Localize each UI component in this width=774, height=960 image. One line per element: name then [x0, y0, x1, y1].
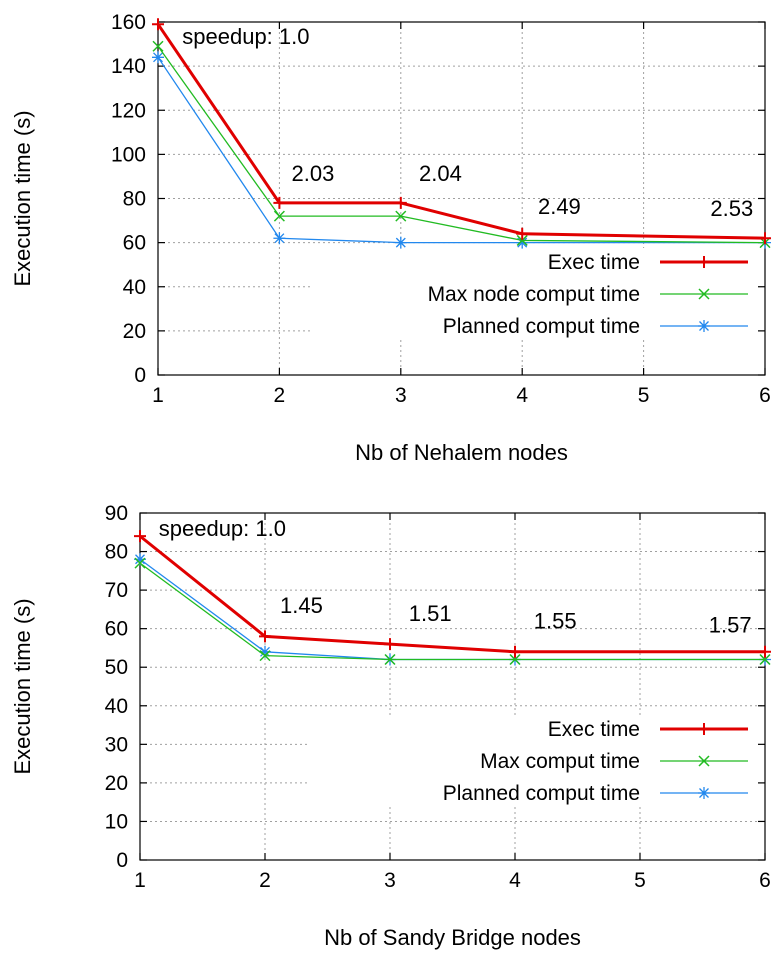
data-point-1	[384, 653, 396, 666]
data-point-1	[516, 234, 528, 246]
plot-frame	[139, 512, 766, 861]
y-tick-label: 20	[123, 320, 146, 343]
data-point-1	[509, 653, 521, 666]
speedup-annotation: speedup: 1.0	[159, 516, 286, 541]
y-tick-label: 70	[105, 579, 128, 602]
data-point-1	[759, 653, 771, 666]
legend-marker-1	[698, 755, 710, 767]
legend-marker-0	[698, 256, 710, 268]
nehalem-chart: 0 20 40 60 80 100 120 140 160 1 2 3 4 5 6 Nb of Nehalem…	[10, 11, 771, 465]
data-point-2	[394, 236, 407, 249]
data-point-2	[516, 236, 529, 249]
y-tick-label: 80	[123, 188, 146, 211]
data-point-0	[509, 645, 521, 658]
y-tick-label: 160	[111, 11, 146, 34]
legend-label-1: Max comput time	[480, 750, 640, 773]
y-tick-label: 60	[105, 618, 128, 641]
y-tick-label: 140	[111, 55, 146, 78]
x-tick-label: 3	[384, 869, 396, 892]
legend-marker-0	[698, 723, 710, 735]
y-tick-label: 100	[111, 143, 146, 166]
x-tick-label: 3	[395, 384, 407, 407]
legend-marker-2	[698, 320, 710, 332]
data-point-0	[134, 530, 146, 543]
data-point-0	[394, 196, 407, 209]
y-tick-label: 90	[105, 502, 128, 525]
x-axis-title: Nb of Sandy Bridge nodes	[324, 925, 581, 950]
x-tick-label: 4	[516, 384, 528, 407]
legend-label-0: Exec time	[548, 718, 640, 741]
x-tick-label: 5	[634, 869, 646, 892]
x-tick-label: 1	[134, 869, 146, 892]
data-point-0	[259, 630, 271, 643]
data-point-2	[259, 645, 271, 658]
y-tick-label: 10	[105, 810, 128, 833]
y-tick-label: 30	[105, 733, 128, 756]
series-line-0	[139, 534, 765, 654]
speedup-annotation: 2.03	[292, 161, 335, 186]
speedup-annotation: 1.45	[280, 593, 323, 618]
speedup-annotation: speedup: 1.0	[182, 24, 309, 49]
data-point-0	[273, 196, 286, 209]
data-point-2	[273, 232, 286, 245]
legend-marker-2	[698, 787, 710, 799]
legend-marker-1	[698, 288, 710, 300]
y-tick-label: 50	[105, 656, 128, 679]
legend-label-2: Planned comput time	[443, 782, 640, 805]
data-point-0	[759, 232, 771, 245]
data-point-0	[152, 18, 164, 31]
data-point-0	[516, 227, 529, 240]
data-point-1	[134, 557, 146, 569]
data-point-1	[273, 210, 285, 222]
data-point-2	[152, 51, 164, 64]
y-tick-label: 40	[123, 276, 146, 299]
data-point-1	[259, 650, 271, 662]
data-point-1	[395, 210, 407, 222]
x-tick-label: 6	[759, 384, 771, 407]
data-point-2	[134, 553, 146, 566]
series-line-0	[156, 23, 766, 240]
speedup-annotation: 2.49	[538, 194, 581, 219]
y-axis-title: Execution time (s)	[10, 598, 35, 774]
legend-label-2: Planned comput time	[443, 315, 640, 338]
x-tick-label: 1	[152, 384, 164, 407]
y-tick-label: 0	[116, 849, 128, 872]
x-axis-title: Nb of Nehalem nodes	[355, 440, 568, 465]
y-tick-label: 40	[105, 695, 128, 718]
data-point-1	[152, 40, 164, 52]
speedup-annotation: 2.04	[419, 161, 462, 186]
x-tick-label: 6	[759, 869, 771, 892]
y-tick-label: 80	[105, 541, 128, 564]
speedup-annotation: 1.57	[709, 613, 752, 638]
speedup-annotation: 1.51	[409, 601, 452, 626]
series-line-1	[157, 45, 766, 244]
x-tick-label: 5	[638, 384, 650, 407]
y-tick-label: 20	[105, 772, 128, 795]
y-tick-label: 120	[111, 99, 146, 122]
y-tick-label: 0	[134, 364, 146, 387]
series-line-2	[157, 56, 765, 244]
sandy-bridge-chart: 0 10 20 30 40 50 60 70 80 90 1 2 3 4 5 6 Nb of Sandy Bri…	[10, 502, 771, 950]
speedup-annotation: 1.55	[534, 609, 577, 634]
x-tick-label: 4	[509, 869, 521, 892]
plot-frame	[157, 21, 766, 376]
x-tick-label: 2	[259, 869, 271, 892]
data-point-0	[384, 638, 396, 651]
speedup-annotation: 2.53	[710, 196, 753, 221]
y-tick-label: 60	[123, 232, 146, 255]
y-axis-title: Execution time (s)	[10, 110, 35, 286]
x-tick-label: 2	[274, 384, 286, 407]
data-point-0	[759, 645, 771, 658]
series-line-2	[139, 558, 765, 661]
legend-label-1: Max node comput time	[428, 283, 640, 306]
legend-label-0: Exec time	[548, 251, 640, 274]
